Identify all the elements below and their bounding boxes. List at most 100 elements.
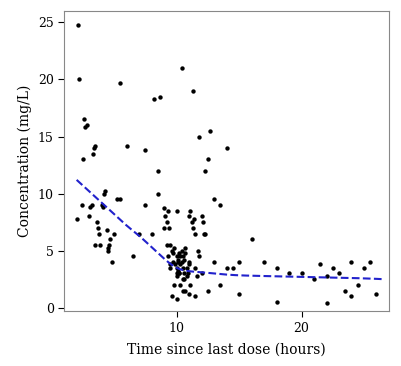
Point (348, 259, 355, 265)
Point (142, 147, 149, 153)
Point (186, 213, 192, 219)
Point (273, 265, 280, 271)
Point (157, 94, 164, 100)
Point (311, 276, 317, 282)
Point (117, 80, 124, 86)
Point (323, 273, 330, 279)
Point (211, 259, 217, 265)
Point (92, 143, 99, 149)
Point (181, 276, 187, 282)
Point (136, 231, 142, 236)
Point (86, 213, 92, 219)
Point (192, 293, 198, 299)
Point (177, 253, 184, 259)
Point (105, 248, 111, 254)
Point (100, 204, 106, 210)
Point (181, 257, 187, 263)
Point (286, 270, 292, 276)
Point (101, 191, 107, 197)
Point (166, 225, 172, 231)
Point (207, 128, 213, 134)
Point (178, 259, 185, 265)
Point (217, 202, 223, 208)
Point (192, 231, 198, 236)
Point (163, 219, 170, 225)
Point (176, 250, 182, 256)
Point (191, 216, 197, 221)
Point (148, 231, 155, 236)
Point (182, 246, 188, 251)
Point (96, 231, 102, 236)
Point (236, 259, 242, 265)
Point (194, 248, 201, 254)
Point (108, 259, 115, 265)
Point (91, 145, 97, 151)
Point (223, 145, 230, 151)
Point (92, 242, 99, 248)
Point (202, 231, 209, 236)
Point (186, 259, 192, 265)
Point (162, 213, 168, 219)
Point (180, 288, 186, 294)
Point (73, 216, 80, 221)
Point (317, 261, 324, 267)
Point (155, 191, 161, 197)
Point (183, 265, 190, 271)
Point (175, 268, 181, 274)
Point (196, 134, 202, 139)
Point (273, 299, 280, 305)
Point (202, 168, 209, 174)
Point (117, 196, 124, 202)
Point (178, 248, 185, 254)
Point (223, 265, 230, 271)
Point (102, 188, 109, 194)
Point (173, 208, 180, 214)
Y-axis label: Concentration (mg/L): Concentration (mg/L) (18, 85, 32, 237)
Point (81, 116, 87, 122)
Point (177, 261, 184, 267)
Point (187, 282, 194, 288)
Point (113, 196, 120, 202)
Point (79, 202, 85, 208)
Point (367, 259, 373, 265)
Point (165, 253, 171, 259)
Point (236, 291, 242, 297)
Point (161, 205, 167, 211)
Point (106, 242, 112, 248)
Point (183, 273, 190, 279)
Point (180, 253, 186, 259)
Point (173, 253, 180, 259)
Point (190, 225, 196, 231)
Point (98, 202, 105, 208)
Point (211, 196, 217, 202)
Point (95, 225, 101, 231)
Point (105, 246, 111, 251)
Point (342, 288, 348, 294)
Point (175, 259, 181, 265)
Point (261, 259, 267, 265)
Point (163, 242, 170, 248)
Point (176, 270, 182, 276)
Point (89, 202, 95, 208)
Point (196, 253, 202, 259)
Point (190, 88, 196, 94)
Point (97, 242, 103, 248)
Point (180, 276, 186, 282)
Point (354, 282, 361, 288)
Point (76, 76, 82, 82)
Point (124, 143, 130, 149)
Point (171, 282, 177, 288)
Point (170, 250, 176, 256)
Point (200, 219, 206, 225)
Point (198, 270, 205, 276)
Point (130, 253, 136, 259)
Point (111, 231, 117, 236)
Point (161, 225, 167, 231)
Point (75, 22, 81, 27)
Point (170, 259, 176, 265)
Point (323, 300, 330, 306)
Point (205, 156, 211, 162)
Point (82, 124, 89, 130)
Point (182, 250, 188, 256)
Point (167, 265, 174, 271)
